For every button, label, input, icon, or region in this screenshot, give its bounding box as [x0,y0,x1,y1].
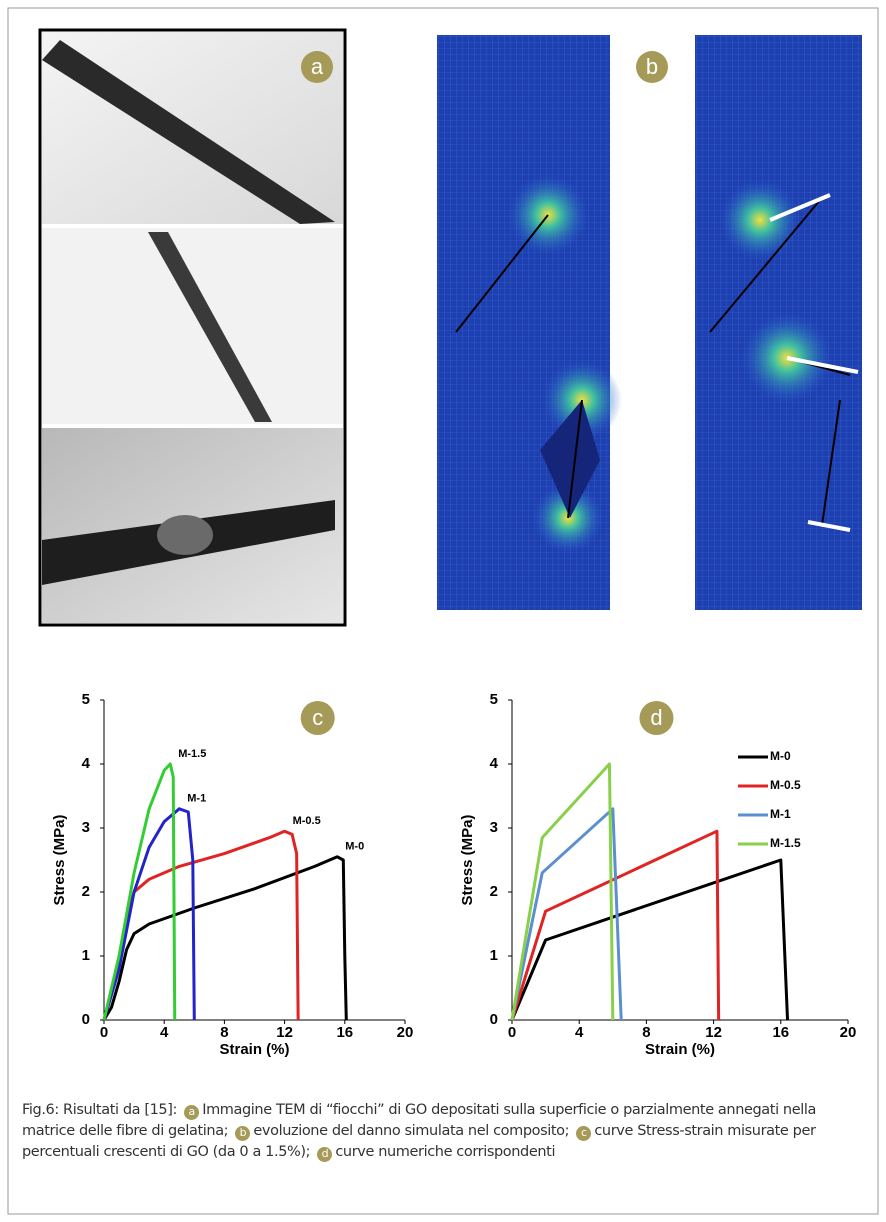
caption-text: evoluzione del danno simulata nel compos… [253,1123,570,1139]
series-label: M-0 [345,841,364,853]
x-tick-label: 12 [705,1024,722,1041]
x-tick-label: 16 [336,1024,353,1041]
y-tick-label: 1 [82,947,90,964]
panel-letter: b [646,54,658,79]
y-axis-label: Stress (MPa) [459,815,476,906]
caption-marker: d [317,1147,333,1162]
legend-label: M-1.5 [770,836,801,850]
series-line [510,829,721,1021]
x-tick-label: 20 [397,1024,414,1041]
y-tick-label: 4 [82,755,91,772]
x-tick-label: 8 [220,1024,228,1041]
x-tick-label: 16 [772,1024,789,1041]
series-line [102,762,177,1021]
panel-letter: a [311,54,324,79]
x-axis-label: Strain (%) [645,1041,715,1058]
caption-text: curve Stress-strain misurate per percent… [22,1123,816,1160]
panel-letter: c [312,705,323,730]
caption-marker: a [184,1105,200,1120]
y-tick-label: 1 [490,947,498,964]
x-tick-label: 0 [508,1024,516,1041]
series-line [102,807,196,1021]
caption-marker: b [235,1126,251,1141]
frame [7,7,879,1215]
tem-images [38,28,347,627]
y-tick-label: 3 [82,819,90,836]
series-label: M-1.5 [178,748,206,760]
series-line [510,762,615,1021]
series-line [510,807,623,1021]
y-tick-label: 2 [82,883,90,900]
series-line [510,858,790,1021]
y-tick-label: 2 [490,883,498,900]
x-tick-label: 4 [160,1024,169,1041]
y-tick-label: 4 [490,755,499,772]
x-tick-label: 8 [642,1024,650,1041]
caption-text: curve numeriche corrispondenti [335,1144,556,1160]
y-tick-label: 3 [490,819,498,836]
y-tick-label: 0 [490,1011,498,1028]
x-tick-label: 20 [840,1024,857,1041]
panel-label-b: b [636,51,668,83]
caption-intro: Fig.6: Risultati da [15]: [22,1102,177,1118]
caption-text: Immagine TEM di “fiocchi” di GO deposita… [22,1102,816,1139]
panel-letter: d [650,705,662,730]
series-label: M-1 [187,793,206,805]
panel-label-a: a [301,51,333,83]
legend-label: M-0 [770,749,791,763]
series-line [102,829,300,1021]
legend-label: M-1 [770,807,791,821]
y-tick-label: 0 [82,1011,90,1028]
x-tick-label: 0 [100,1024,108,1041]
x-tick-label: 4 [575,1024,584,1041]
legend-label: M-0.5 [770,778,801,792]
y-tick-label: 5 [82,691,90,708]
caption-marker: c [576,1126,592,1141]
y-tick-label: 5 [490,691,498,708]
y-axis-label: Stress (MPa) [51,815,68,906]
x-axis-label: Strain (%) [219,1041,289,1058]
panel-badge [300,701,335,735]
simulation-images [437,35,862,610]
series-line [102,855,348,1021]
panel-badge [639,701,674,735]
x-tick-label: 12 [276,1024,293,1041]
caption: Fig.6: Risultati da [15]: a Immagine TEM … [22,1100,867,1163]
series-label: M-0.5 [293,815,321,827]
